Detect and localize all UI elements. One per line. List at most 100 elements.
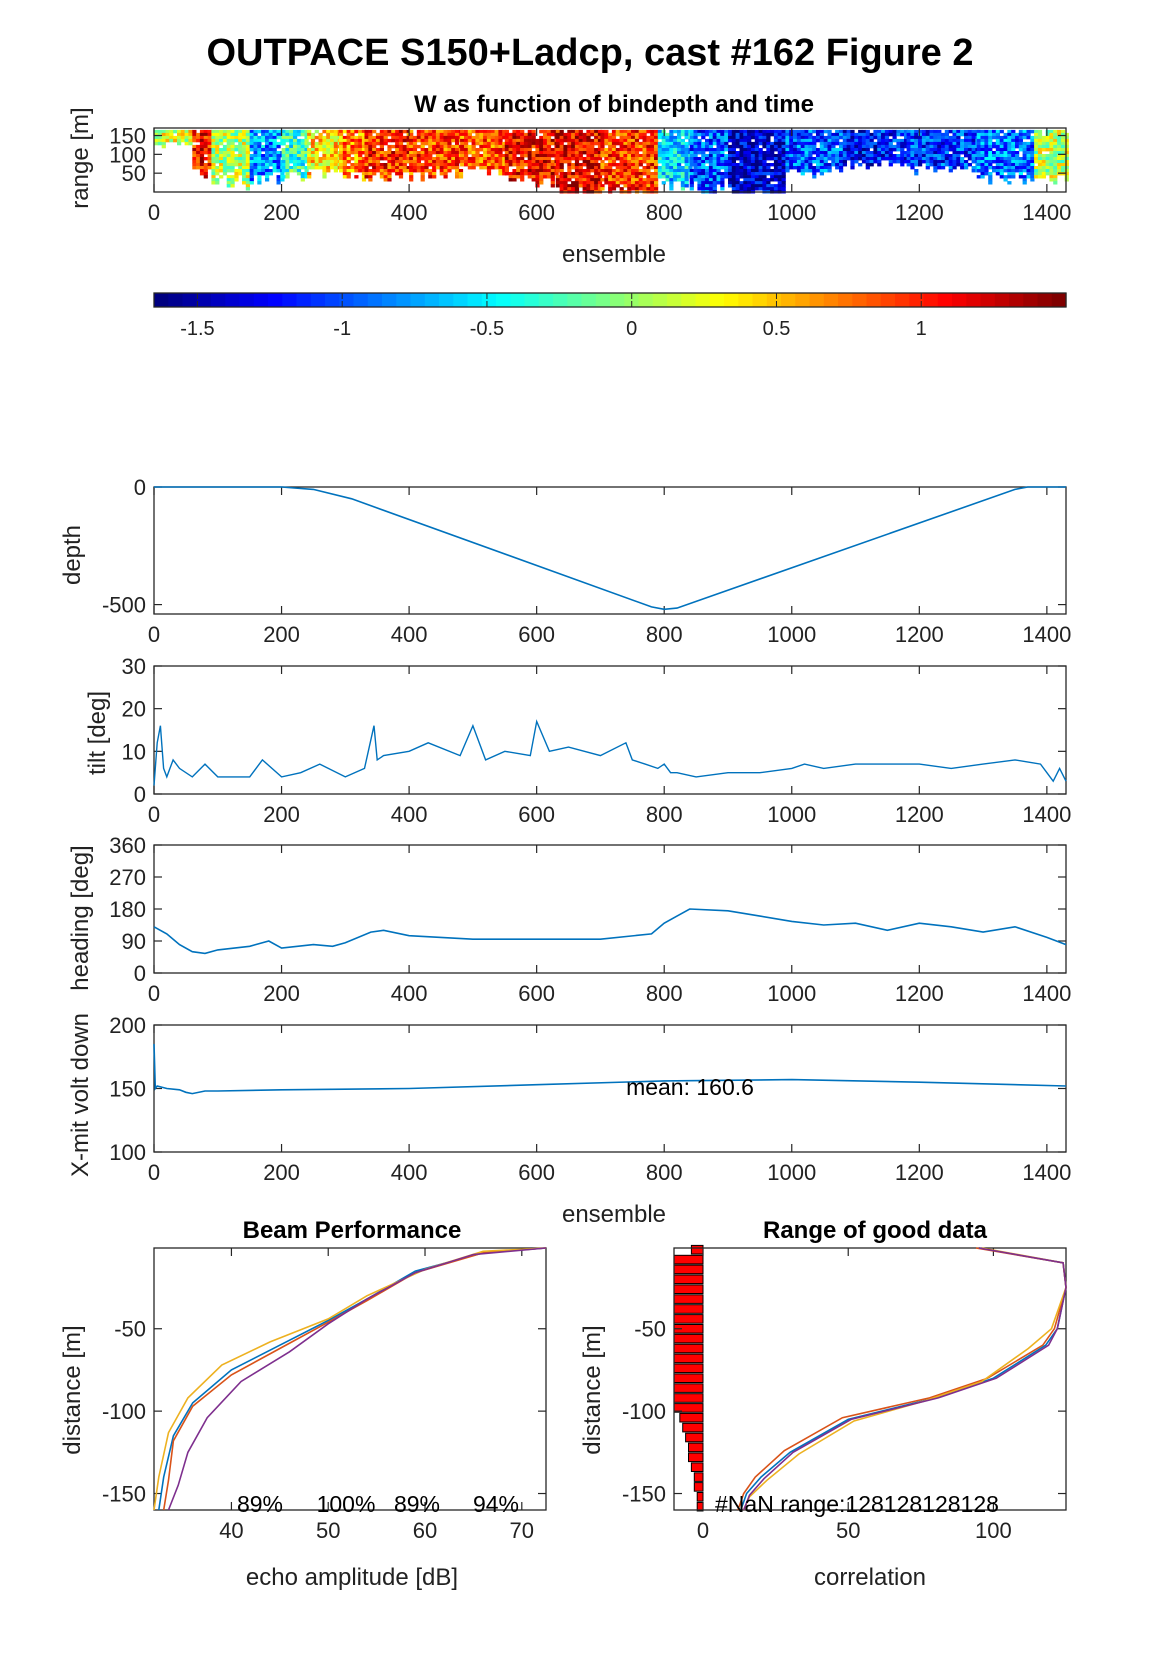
w-cell (657, 154, 662, 158)
w-cell (563, 138, 568, 143)
w-cell (300, 166, 305, 170)
w-cell (455, 138, 460, 143)
w-cell (590, 163, 595, 167)
w-cell (578, 138, 583, 143)
w-cell (819, 144, 824, 149)
w-cell (646, 151, 651, 155)
w-cell (520, 138, 525, 143)
w-cell (781, 132, 786, 137)
w-cell (165, 135, 170, 140)
w-cell (720, 138, 725, 143)
x-tick-label: 1400 (1022, 622, 1071, 647)
w-cell (520, 132, 525, 137)
w-cell (578, 129, 583, 134)
w-cell (253, 148, 258, 152)
w-cell (933, 148, 938, 152)
w-cell (827, 169, 832, 173)
w-cell (455, 154, 460, 158)
w-cell (516, 135, 521, 140)
w-cell (590, 141, 595, 146)
w-cell (731, 178, 736, 182)
w-cell (720, 154, 725, 158)
w-cell (948, 163, 953, 167)
w-cell (455, 169, 460, 173)
w-cell (207, 132, 212, 137)
w-cell (364, 160, 369, 164)
w-cell (888, 157, 893, 161)
w-cell (646, 157, 651, 161)
axes-box (153, 1024, 1067, 1153)
w-cell (858, 151, 863, 155)
w-cell (196, 163, 201, 167)
w-cell (265, 154, 270, 158)
w-cell (758, 129, 763, 134)
w-cell (689, 181, 694, 185)
w-cell (420, 129, 425, 134)
w-cell (877, 148, 882, 152)
w-cell (563, 187, 568, 191)
w-cell (543, 144, 548, 149)
w-cell (988, 172, 993, 176)
w-cell (372, 138, 377, 143)
w-cell (222, 154, 228, 158)
w-cell (402, 163, 407, 167)
w-cell (196, 154, 201, 158)
w-cell (310, 148, 316, 152)
w-cell (796, 160, 802, 164)
w-cell (180, 135, 185, 140)
w-cell (535, 148, 540, 152)
w-cell (960, 157, 965, 161)
w-cell (322, 166, 327, 170)
w-cell (471, 151, 476, 155)
w-cell (992, 154, 997, 158)
w-cell (634, 154, 640, 158)
w-cell (770, 157, 775, 161)
w-cell (665, 163, 670, 167)
w-cell (211, 181, 216, 185)
w-cell (948, 135, 953, 140)
w-cell (502, 172, 507, 176)
w-cell (925, 163, 930, 167)
w-cell (615, 141, 620, 146)
w-cell (249, 157, 254, 161)
w-cell (941, 132, 946, 137)
colorbar-tick-label: -1.5 (180, 318, 214, 340)
w-cell (498, 129, 503, 134)
w-cell (1064, 141, 1069, 146)
figure-title: OUTPACE S150+Ladcp, cast #162 Figure 2 (207, 32, 974, 74)
w-cell (705, 138, 710, 143)
w-cell (361, 175, 367, 179)
w-cell (766, 172, 771, 176)
w-cell (211, 175, 216, 179)
w-cell (980, 135, 985, 140)
w-cell (483, 163, 488, 167)
w-cell (364, 163, 369, 167)
w-cell (1026, 172, 1031, 176)
w-cell (455, 135, 460, 140)
x-tick-label: 800 (646, 802, 683, 827)
x-tick-label: 400 (391, 200, 428, 225)
w-cell (211, 154, 216, 158)
w-cell (604, 129, 609, 134)
w-cell (192, 138, 197, 143)
w-cell (634, 151, 640, 155)
w-cell (804, 129, 809, 134)
w-cell (665, 144, 670, 149)
w-cell (326, 148, 331, 152)
w-cell (770, 132, 775, 137)
w-cell (627, 135, 632, 140)
w-cell (574, 154, 580, 158)
w-cell (933, 166, 938, 170)
x-tick-label: 0 (148, 981, 160, 1006)
w-cell (839, 135, 844, 140)
w-cell (571, 181, 576, 185)
w-cell (984, 160, 989, 164)
w-cell (578, 175, 583, 179)
w-cell (812, 157, 817, 161)
w-cell (634, 175, 640, 179)
axes-box (153, 127, 1067, 193)
w-cell (322, 157, 327, 161)
w-cell (498, 169, 503, 173)
w-cell (657, 160, 662, 164)
w-cell (467, 157, 472, 161)
